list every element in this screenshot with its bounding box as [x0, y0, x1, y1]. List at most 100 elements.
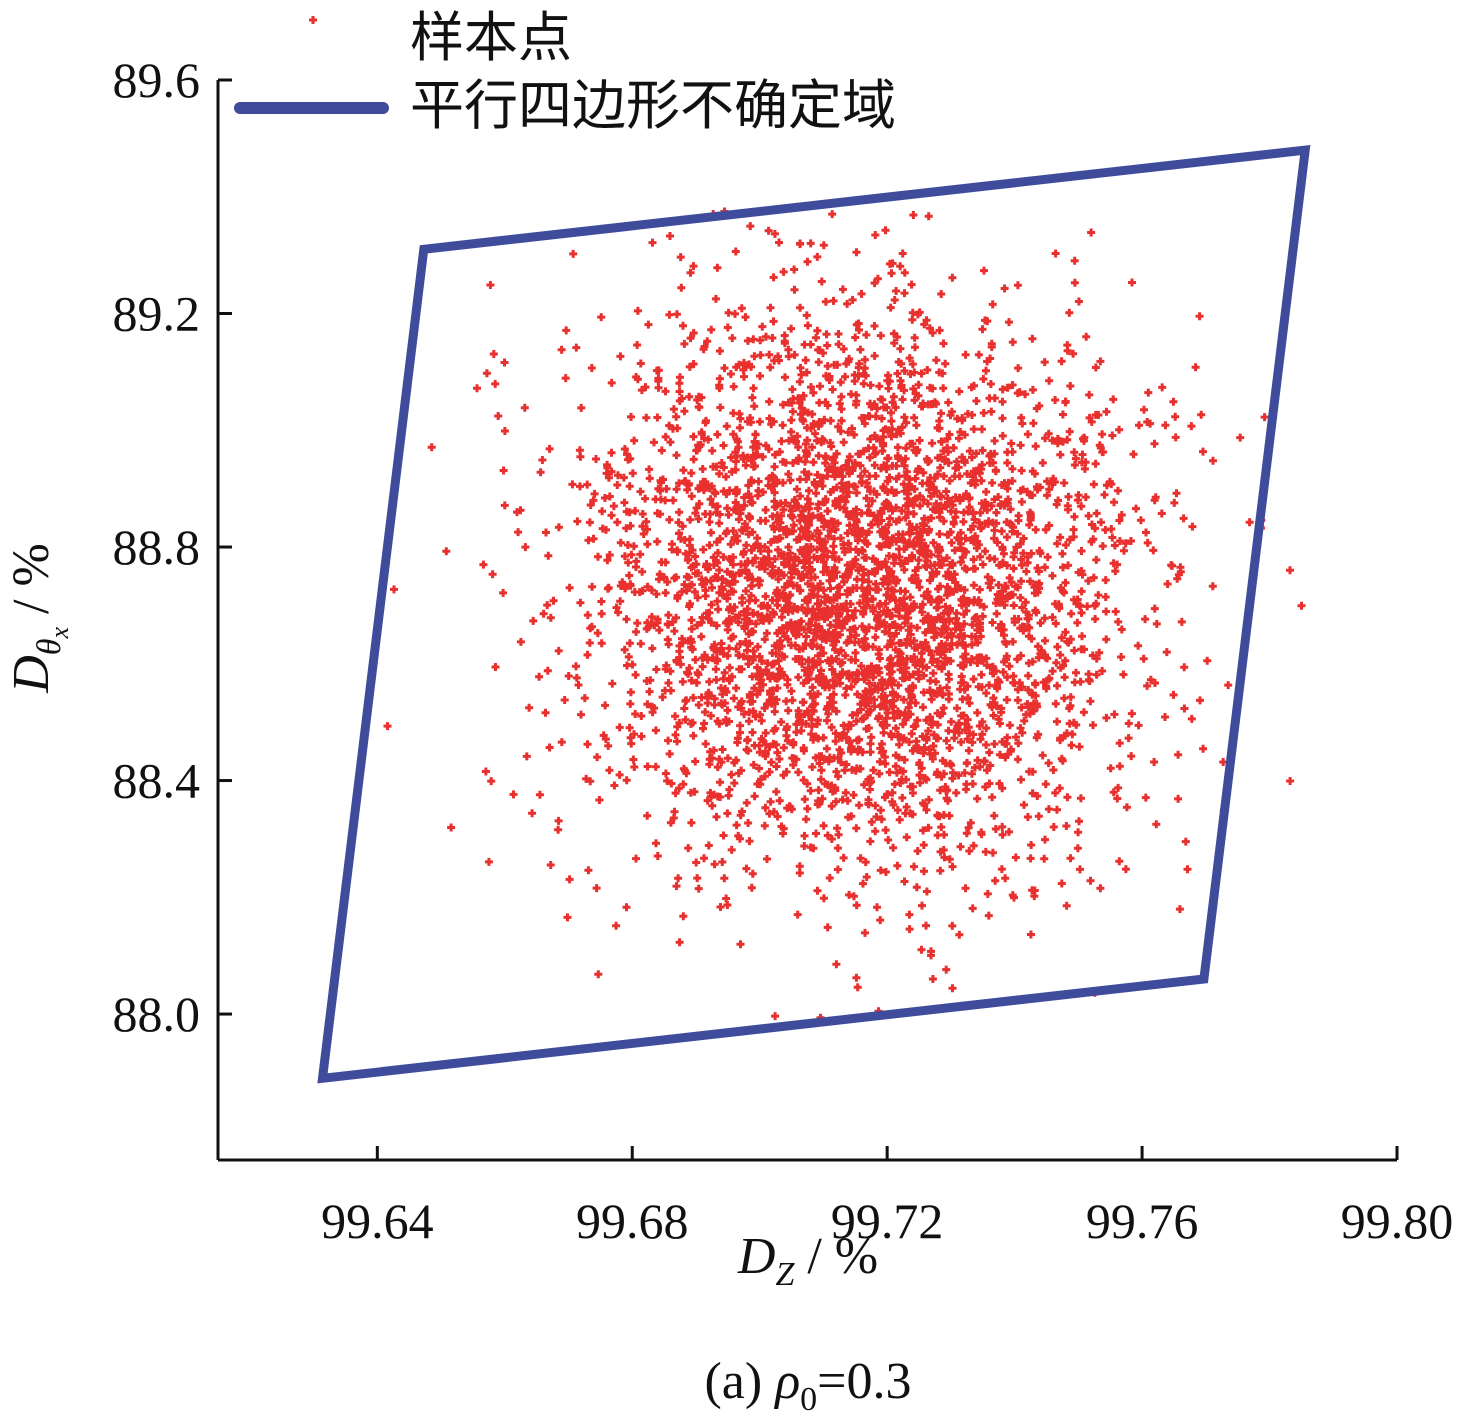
sample-point — [680, 536, 689, 544]
sample-point — [744, 819, 753, 827]
sample-point — [557, 738, 566, 747]
sample-point — [715, 510, 724, 519]
sample-point — [876, 331, 885, 340]
sample-point — [673, 737, 681, 746]
sample-point — [1017, 577, 1026, 586]
sample-point — [929, 669, 938, 678]
sample-point — [1101, 576, 1110, 585]
sample-point — [945, 430, 954, 439]
sample-point — [597, 609, 606, 618]
sample-point — [852, 320, 861, 329]
sample-point — [715, 381, 724, 390]
sample-point — [639, 530, 648, 538]
y-tick-label: 89.6 — [113, 52, 201, 108]
sample-point — [973, 638, 982, 647]
sample-point — [1067, 741, 1076, 750]
sample-point — [951, 464, 960, 473]
sample-point — [1003, 484, 1012, 493]
sample-point — [712, 573, 721, 582]
sample-point — [736, 728, 744, 737]
sample-point — [1045, 521, 1054, 530]
sample-point — [568, 480, 577, 489]
sample-point — [677, 283, 686, 292]
sample-point — [585, 638, 594, 647]
sample-point — [870, 351, 879, 360]
sample-point — [708, 654, 717, 662]
sample-point — [787, 624, 796, 633]
sample-point — [783, 722, 792, 731]
sample-point — [1037, 646, 1046, 655]
sample-point — [689, 329, 698, 337]
sample-point — [906, 710, 915, 719]
sample-point — [967, 655, 976, 663]
sample-point — [487, 777, 496, 786]
sample-point — [1079, 708, 1088, 717]
sample-point — [535, 790, 544, 799]
sample-point — [545, 444, 554, 453]
sample-point — [868, 496, 877, 505]
sample-point — [807, 383, 815, 392]
sample-point — [985, 748, 994, 757]
sample-point — [796, 239, 805, 248]
sample-point — [672, 882, 681, 891]
sample-point — [691, 655, 700, 664]
sample-point — [966, 525, 975, 534]
sample-point — [944, 398, 953, 407]
sample-point — [962, 829, 971, 838]
sample-point — [947, 639, 956, 648]
sample-point — [850, 430, 859, 439]
sample-point — [978, 446, 987, 455]
sample-point — [673, 424, 682, 433]
sample-point — [968, 411, 976, 419]
sample-point — [1180, 704, 1189, 713]
sample-point — [1007, 578, 1016, 587]
legend-label-region: 平行四边形不确定域 — [410, 74, 896, 137]
sample-point — [860, 553, 869, 562]
sample-point — [738, 526, 747, 535]
sample-point — [664, 620, 673, 629]
sample-point — [987, 407, 996, 416]
sample-point — [763, 700, 771, 709]
sample-point — [774, 545, 782, 554]
sample-point — [876, 527, 885, 536]
sample-point — [968, 904, 977, 913]
sample-point — [969, 564, 978, 573]
sample-point — [746, 414, 755, 422]
sample-point — [727, 587, 736, 595]
sample-point — [747, 478, 756, 487]
sample-point — [796, 303, 805, 312]
sample-point — [680, 580, 689, 589]
sample-point — [736, 811, 745, 820]
sample-point — [554, 825, 563, 834]
sample-point — [806, 239, 815, 248]
sample-point — [638, 567, 647, 576]
sample-point — [843, 606, 852, 615]
sample-point — [843, 670, 851, 679]
sample-point — [645, 474, 654, 483]
sample-point — [1136, 516, 1145, 525]
sample-point — [689, 360, 698, 368]
sample-point — [1109, 788, 1118, 797]
sample-point — [922, 921, 930, 930]
sample-point — [832, 679, 841, 688]
sample-point — [1056, 663, 1065, 672]
sample-point — [1017, 775, 1025, 784]
sample-point — [1051, 788, 1060, 797]
sample-point — [620, 552, 629, 561]
sample-point — [800, 831, 809, 840]
sample-point — [876, 806, 885, 815]
sample-point — [905, 354, 914, 363]
sample-point — [806, 625, 815, 634]
sample-point — [824, 532, 833, 541]
sample-point — [990, 534, 999, 543]
sample-point — [995, 779, 1004, 788]
sample-point — [932, 603, 941, 612]
sample-point — [965, 493, 974, 502]
sample-point — [641, 494, 650, 503]
sample-point — [693, 874, 702, 883]
sample-point — [661, 496, 670, 505]
sample-point — [735, 611, 744, 620]
sample-point — [665, 421, 674, 430]
sample-point — [620, 445, 629, 453]
sample-point — [813, 526, 822, 535]
